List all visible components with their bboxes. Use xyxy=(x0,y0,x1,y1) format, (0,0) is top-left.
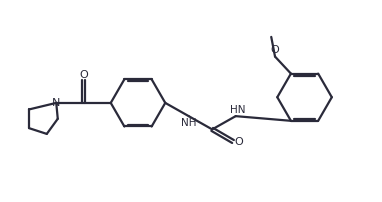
Text: HN: HN xyxy=(230,105,245,115)
Text: O: O xyxy=(270,45,278,55)
Text: O: O xyxy=(79,69,88,80)
Text: O: O xyxy=(234,137,243,146)
Text: NH: NH xyxy=(181,118,196,128)
Text: N: N xyxy=(52,98,60,108)
